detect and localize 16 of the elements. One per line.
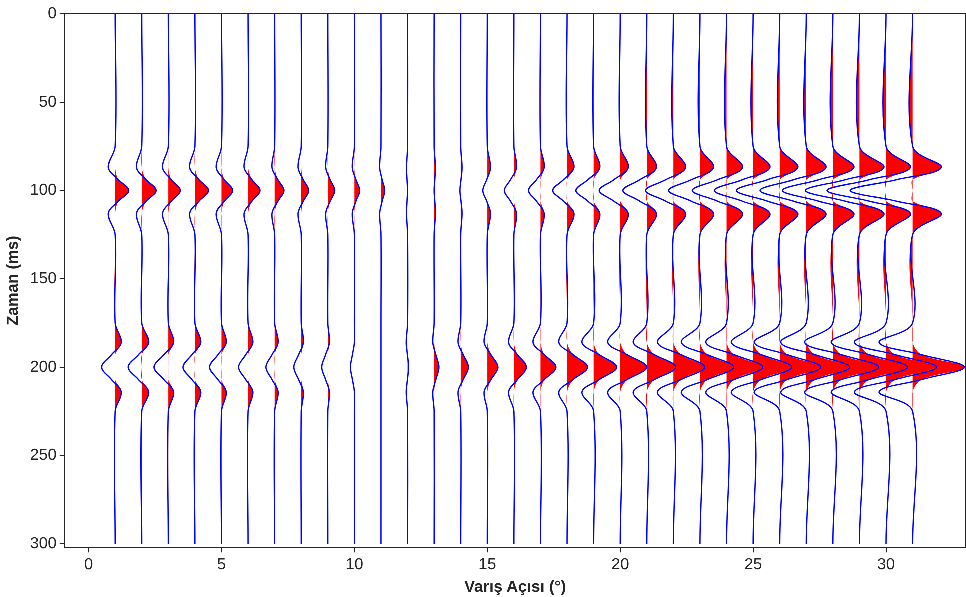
x-axis-title: Varış Açısı (°)	[464, 578, 566, 596]
y-tick-label: 50	[39, 94, 57, 111]
y-tick-label: 0	[48, 5, 57, 22]
x-tick-label: 25	[744, 556, 762, 574]
x-tick-label: 5	[217, 556, 226, 574]
y-tick-label: 150	[30, 270, 57, 288]
x-tick-label: 20	[612, 556, 630, 574]
y-axis-title: Zaman (ms)	[5, 236, 22, 326]
y-tick-label: 100	[30, 182, 57, 200]
y-tick-label: 300	[30, 535, 57, 552]
y-tick-label: 250	[30, 447, 57, 464]
y-tick-label: 200	[30, 358, 57, 376]
x-tick-label: 15	[478, 556, 497, 574]
x-tick-label: 30	[877, 556, 896, 574]
x-tick-label: 10	[346, 556, 364, 574]
x-tick-label: 0	[84, 556, 94, 574]
